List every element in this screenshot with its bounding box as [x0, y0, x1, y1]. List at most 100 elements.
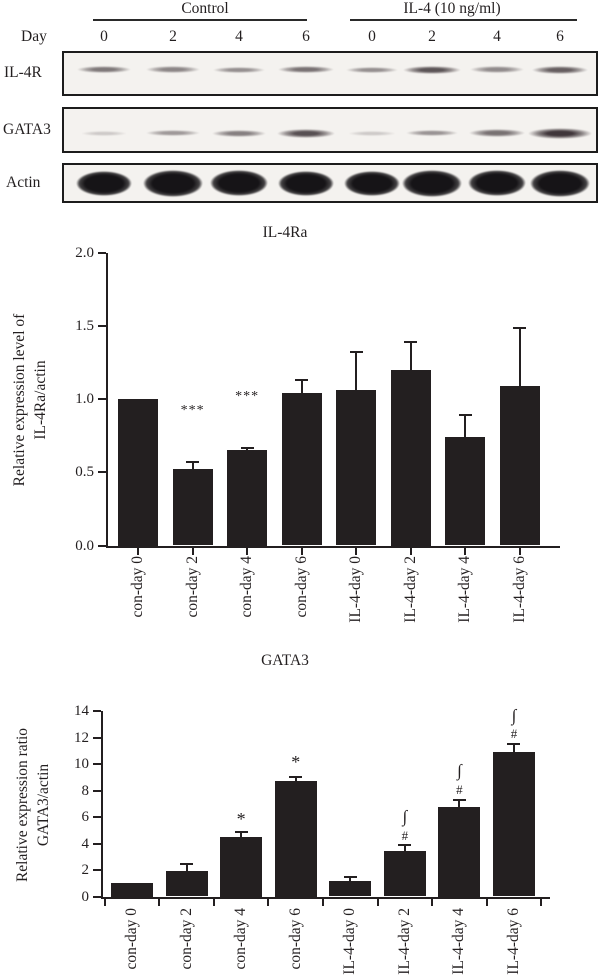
blot-band	[277, 128, 335, 138]
chart-title-il4ra: IL-4Ra	[262, 224, 308, 241]
y-tick	[93, 789, 101, 792]
error-bar-line	[409, 342, 412, 370]
blot-membrane-actin	[62, 163, 598, 203]
x-category-label: IL-4-day 0	[347, 556, 365, 623]
blot-band	[278, 66, 334, 74]
y-tick	[98, 252, 106, 254]
bar	[383, 850, 426, 897]
x-axis-line	[101, 896, 550, 899]
day-number: 2	[428, 28, 436, 45]
blot-band	[210, 170, 268, 196]
y-axis-label-line2: IL-4Ra/actin	[32, 360, 49, 440]
y-tick-label: 4	[81, 835, 90, 852]
blot-band	[532, 65, 588, 74]
x-tick	[300, 547, 303, 555]
x-tick	[246, 547, 249, 555]
blot-band	[346, 66, 398, 73]
blot-band	[344, 170, 400, 196]
significance-annotation: ∫	[402, 807, 408, 827]
x-category-label: IL-4-day 6	[504, 908, 522, 975]
y-axis-label-line2: GATA3/actin	[35, 763, 52, 847]
error-bar-cap	[240, 446, 254, 449]
error-bar-line	[403, 845, 406, 851]
y-tick-label: 2	[81, 862, 90, 878]
x-category-label: IL-4-day 4	[450, 908, 468, 975]
y-tick-label: 8	[81, 782, 90, 799]
x-tick	[267, 898, 270, 906]
blot-membrane-il4r	[62, 51, 598, 96]
y-tick	[93, 763, 101, 765]
x-tick	[518, 547, 521, 555]
x-category-label: IL-4-day 0	[341, 908, 359, 975]
error-bar-line	[349, 877, 352, 881]
bar	[445, 437, 486, 546]
y-tick-label: 0	[81, 888, 90, 905]
x-category-label: IL-4-day 2	[401, 556, 419, 623]
day-number: 6	[556, 28, 564, 45]
x-tick	[376, 898, 379, 906]
x-tick	[191, 547, 194, 555]
blot-band	[77, 66, 131, 74]
group-header-control: Control	[181, 0, 229, 17]
day-number: 4	[235, 28, 243, 45]
y-tick-label: 0.5	[75, 464, 94, 481]
error-bar-cap	[349, 351, 363, 354]
y-axis-label-line1: Relative expression level of	[11, 313, 28, 487]
y-tick	[98, 544, 106, 547]
error-bar-line	[458, 799, 461, 808]
error-bar-line	[518, 327, 521, 387]
blot-band	[530, 169, 590, 197]
blot-band	[213, 66, 265, 73]
blot-band	[212, 129, 266, 137]
bar	[111, 883, 153, 897]
bar	[281, 393, 322, 546]
error-bar-cap	[404, 341, 418, 344]
error-bar-cap	[398, 844, 412, 847]
error-bar-line	[240, 832, 243, 837]
x-category-label: con-day 2	[183, 556, 201, 618]
blot-band	[146, 130, 200, 137]
blot-row-label-gata3: GATA3	[3, 121, 51, 138]
x-tick	[540, 898, 543, 906]
y-tick-label: 2.0	[75, 245, 94, 261]
bar	[336, 390, 377, 546]
day-number: 4	[493, 28, 501, 45]
blot-band	[348, 130, 396, 136]
error-bar-cap	[289, 775, 303, 778]
day-axis-label: Day	[21, 28, 47, 45]
y-tick-label: 1.5	[75, 318, 94, 335]
blot-band	[143, 169, 203, 197]
bar	[118, 399, 158, 546]
blot-membrane-gata3	[62, 107, 598, 153]
x-tick	[355, 547, 358, 555]
bar	[329, 880, 372, 897]
blot-band	[406, 130, 458, 137]
error-bar-cap	[295, 379, 309, 382]
error-bar-cap	[452, 798, 466, 801]
day-number: 0	[100, 28, 108, 45]
y-axis-label-il4ra: Relative expression level of IL-4Ra/acti…	[9, 250, 51, 550]
x-tick	[103, 898, 106, 906]
y-axis-label-line1: Relative expression ratio	[14, 727, 31, 883]
y-tick-label: 6	[81, 809, 90, 825]
blot-band	[528, 127, 592, 139]
bar	[172, 469, 213, 546]
blot-band	[81, 130, 127, 136]
blot-band	[278, 170, 334, 196]
x-tick	[321, 898, 324, 906]
significance-annotation: ∫	[457, 760, 462, 780]
bar	[165, 870, 208, 897]
error-bar-cap	[234, 831, 248, 834]
bar	[227, 450, 268, 546]
bar	[220, 836, 263, 897]
x-tick	[485, 898, 488, 906]
bar	[499, 386, 540, 546]
blot-band	[403, 65, 461, 74]
blot-band	[76, 170, 132, 196]
bar	[390, 370, 431, 546]
x-category-label: con-day 0	[123, 908, 140, 970]
blot-band	[146, 66, 200, 74]
x-tick	[158, 898, 161, 906]
x-category-label: IL-4-day 4	[456, 556, 474, 623]
bar	[274, 780, 317, 897]
